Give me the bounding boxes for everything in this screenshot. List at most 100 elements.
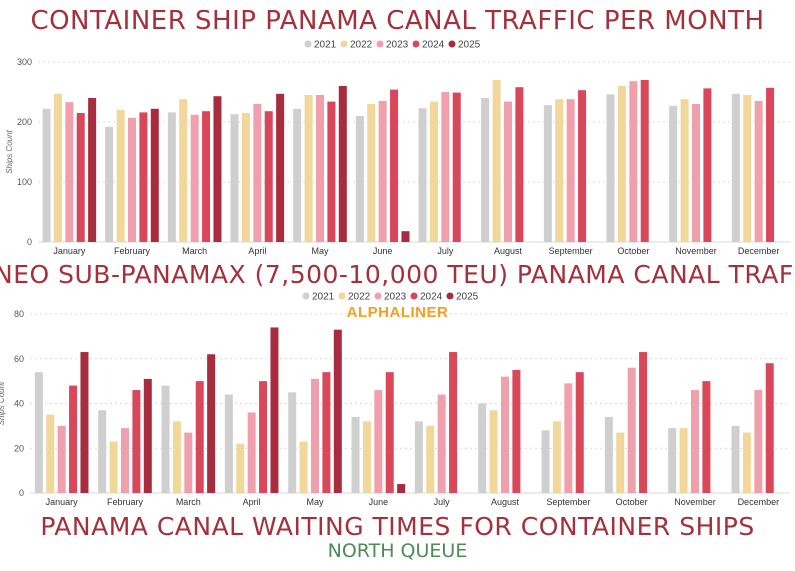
bar-2022-november [680, 99, 689, 242]
bar-2021-october [606, 94, 615, 243]
bar-2021-june [351, 416, 360, 493]
bar-2023-may [316, 95, 324, 242]
bar-2023-july [441, 92, 450, 242]
bar-2022-january [53, 93, 62, 242]
legend-label: 2021 [312, 292, 335, 303]
bar-2021-august [478, 403, 487, 493]
bar-2023-march [184, 432, 193, 493]
legend-label: 2023 [384, 292, 407, 303]
north-queue-subtitle: NORTH QUEUE [327, 540, 468, 562]
bar-2024-august [515, 87, 524, 242]
bar-2022-may [299, 441, 308, 493]
bar-2024-january [69, 385, 78, 493]
bar-2022-july [426, 425, 435, 493]
bar-2023-june [374, 390, 383, 493]
bar-2022-april [241, 113, 250, 242]
bar-2022-august [489, 410, 498, 493]
waiting-times-title: PANAMA CANAL WAITING TIMES FOR CONTAINER… [40, 512, 755, 541]
bar-2021-march [161, 385, 170, 493]
x-tick-label: June [373, 246, 393, 256]
legend-label: 2024 [422, 40, 445, 51]
legend-label: 2024 [420, 292, 443, 303]
bar-2022-january [46, 414, 55, 493]
bar-2024-july [449, 352, 458, 493]
bar-2023-august [501, 376, 509, 493]
bar-2024-october [640, 80, 649, 242]
x-tick-label: November [674, 497, 716, 507]
bar-2024-june [390, 89, 399, 242]
bar-2022-february [116, 110, 125, 242]
bar-2022-july [429, 101, 438, 242]
chart2-neo-sub-panamax-traffic: 0 20 40 60 80 Ships Count 2021 2022 2023 2024 2025… [0, 292, 790, 507]
bar-2023-february [121, 428, 129, 493]
bar-2023-february [128, 117, 136, 242]
bar-2022-february [109, 441, 118, 493]
bar-2022-december [742, 432, 751, 493]
bar-2024-june [385, 372, 394, 493]
y-axis-label: Ships Count [0, 381, 6, 425]
bar-2024-november [702, 381, 711, 493]
bar-2024-december [766, 87, 775, 242]
bar-2025-january [88, 98, 97, 242]
y-tick-label: 100 [17, 177, 32, 187]
x-tick-label: December [738, 246, 780, 256]
bar-2023-september [564, 383, 573, 493]
legend-label: 2023 [386, 40, 409, 51]
bar-2024-august [512, 369, 521, 493]
bar-2021-april [224, 394, 233, 493]
bar-2023-november [691, 390, 699, 493]
bar-2021-november [669, 105, 678, 242]
bar-2023-november [692, 104, 700, 242]
bar-2024-march [202, 111, 211, 242]
bar-2025-february [143, 378, 152, 493]
bar-2025-april [270, 327, 279, 493]
bar-2021-february [98, 410, 107, 493]
x-tick-label: July [437, 246, 454, 256]
bar-2023-january [65, 102, 74, 242]
bar-2024-november [703, 88, 712, 243]
bar-2022-august [492, 80, 501, 242]
bar-2024-february [139, 112, 148, 243]
bar-2022-june [367, 104, 376, 242]
bar-2022-june [362, 421, 371, 493]
bar-2022-november [679, 428, 688, 493]
bar-2021-september [541, 430, 550, 493]
bar-2023-august [504, 101, 512, 242]
bar-2023-may [311, 378, 319, 493]
x-tick-label: March [182, 246, 207, 256]
bar-2022-december [743, 95, 752, 242]
bar-2021-august [481, 98, 490, 242]
legend-marker [410, 292, 418, 300]
bar-2022-march [179, 99, 188, 242]
bar-2025-january [80, 352, 89, 493]
legend-marker [446, 292, 454, 300]
bar-2021-july [418, 108, 427, 242]
x-tick-label: July [434, 497, 451, 507]
bar-2021-may [288, 392, 297, 493]
bar-2022-september [555, 99, 564, 242]
legend-label: 2025 [456, 292, 479, 303]
bar-2021-may [293, 108, 302, 242]
x-tick-label: April [248, 246, 266, 256]
y-tick-label: 20 [14, 443, 24, 453]
legend-marker [338, 292, 346, 300]
bar-2024-july [452, 92, 461, 242]
bar-2023-october [629, 81, 638, 242]
bar-2024-february [132, 390, 141, 493]
bar-2023-april [247, 412, 256, 493]
y-tick-label: 60 [14, 354, 24, 364]
bar-2021-march [167, 112, 176, 243]
legend-marker [376, 40, 384, 48]
bar-2021-november [668, 428, 677, 493]
x-tick-label: August [494, 246, 523, 256]
legend-label: 2022 [350, 40, 373, 51]
bar-2021-september [543, 105, 552, 242]
x-tick-label: October [617, 246, 649, 256]
bar-2022-october [617, 86, 626, 242]
bar-2023-january [57, 425, 66, 493]
y-tick-label: 0 [27, 237, 32, 247]
bar-2021-december [731, 425, 740, 493]
bar-2025-february [150, 108, 159, 242]
x-tick-label: October [616, 497, 648, 507]
x-tick-label: August [491, 497, 520, 507]
